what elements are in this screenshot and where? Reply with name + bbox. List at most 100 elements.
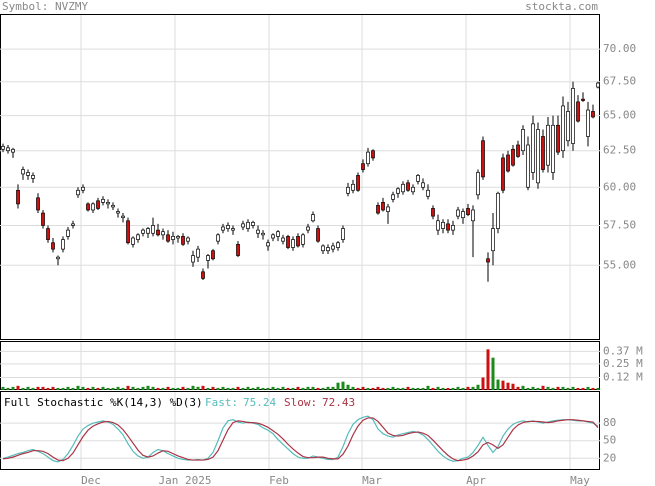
candle-body bbox=[346, 186, 350, 194]
volume-bar bbox=[126, 385, 130, 390]
candle-body bbox=[231, 228, 235, 231]
volume-bar bbox=[231, 387, 235, 390]
volume-bar bbox=[251, 387, 255, 390]
candle-body bbox=[381, 202, 385, 211]
candle-body bbox=[496, 192, 500, 229]
y-tick-label: 57.50 bbox=[603, 218, 636, 231]
candle-body bbox=[361, 163, 365, 170]
candle-body bbox=[311, 214, 315, 222]
candle-body bbox=[266, 242, 270, 247]
volume-bar bbox=[46, 387, 50, 390]
volume-bar bbox=[61, 387, 65, 390]
candle-body bbox=[471, 209, 475, 222]
candle-body bbox=[106, 202, 110, 205]
candle-body bbox=[426, 189, 430, 197]
volume-bar bbox=[576, 387, 580, 390]
volume-bar bbox=[156, 387, 160, 390]
volume-bar bbox=[41, 386, 45, 390]
volume-bar bbox=[336, 382, 340, 390]
volume-bar bbox=[316, 387, 320, 390]
candle-body bbox=[501, 157, 505, 191]
candle-body bbox=[306, 226, 310, 231]
candle-body bbox=[506, 154, 510, 172]
volume-bar bbox=[141, 386, 145, 390]
volume-bar bbox=[21, 387, 25, 390]
candle-body bbox=[446, 223, 450, 231]
candle-body bbox=[416, 175, 420, 182]
volume-bar bbox=[531, 386, 535, 390]
candle-body bbox=[376, 205, 380, 214]
volume-bar bbox=[86, 387, 90, 390]
candle-body bbox=[141, 229, 145, 234]
candle-body bbox=[56, 256, 60, 260]
volume-bar bbox=[556, 386, 560, 390]
candle-body bbox=[36, 197, 40, 211]
volume-bar bbox=[11, 386, 15, 390]
volume-bar bbox=[331, 386, 335, 390]
y-tick-label: 62.50 bbox=[603, 144, 636, 157]
volume-bar bbox=[476, 384, 480, 390]
volume-bar bbox=[301, 387, 305, 390]
candle-body bbox=[526, 144, 530, 188]
volume-bar bbox=[371, 387, 375, 390]
candle-body bbox=[401, 183, 405, 193]
legend-name: Fast: bbox=[205, 396, 238, 409]
candle-body bbox=[246, 221, 250, 229]
volume-bar bbox=[471, 386, 475, 390]
volume-bar bbox=[416, 387, 420, 390]
candle-body bbox=[271, 234, 275, 239]
candle-body bbox=[96, 200, 100, 209]
symbol: Symbol: NVZMY bbox=[2, 0, 88, 13]
volume-bar bbox=[526, 387, 530, 390]
volume-bar bbox=[551, 387, 555, 390]
legend-value: 75.24 bbox=[243, 396, 276, 409]
volume-bar bbox=[1, 386, 5, 390]
volume-bar bbox=[511, 383, 515, 390]
volume-bar bbox=[266, 387, 270, 390]
site: stockta.com bbox=[525, 0, 598, 13]
volume-bar bbox=[206, 387, 210, 390]
volume-bar bbox=[106, 387, 110, 390]
volume-bar bbox=[111, 387, 115, 390]
candle-body bbox=[51, 242, 55, 250]
volume-bar bbox=[421, 387, 425, 390]
candle-body bbox=[196, 248, 200, 258]
candle-body bbox=[341, 228, 345, 240]
volume-bar bbox=[451, 387, 455, 390]
candle-body bbox=[46, 228, 50, 240]
y-tick-label: 65.00 bbox=[603, 109, 636, 122]
volume-bar bbox=[536, 387, 540, 390]
candle-body bbox=[536, 129, 540, 184]
volume-bar bbox=[296, 386, 300, 390]
volume-bar bbox=[366, 387, 370, 390]
volume-bar bbox=[71, 387, 75, 390]
panel-frame bbox=[0, 14, 600, 340]
y-tick-label: 55.00 bbox=[603, 258, 636, 271]
x-tick-label: Apr bbox=[466, 474, 486, 486]
candle-body bbox=[146, 228, 150, 234]
candle-body bbox=[451, 225, 455, 231]
stochastic-title: Full Stochastic %K(14,3) %D(3) bbox=[4, 396, 203, 409]
volume-bar bbox=[386, 387, 390, 390]
volume-bar bbox=[51, 386, 55, 390]
volume-bar bbox=[271, 386, 275, 390]
volume-bar bbox=[116, 386, 120, 390]
candle-body bbox=[591, 111, 595, 118]
volume-bar bbox=[26, 386, 30, 390]
volume-bar bbox=[181, 386, 185, 390]
y-tick-label: 0.25 M bbox=[603, 357, 643, 370]
volume-bar bbox=[381, 387, 385, 390]
candle-body bbox=[356, 175, 360, 191]
candle-body bbox=[261, 232, 265, 236]
volume-bar bbox=[431, 387, 435, 390]
volume-bar bbox=[321, 387, 325, 390]
volume-bar bbox=[396, 387, 400, 390]
legend-value: 72.43 bbox=[322, 396, 355, 409]
y-tick-label: 0.12 M bbox=[603, 370, 643, 383]
candle-body bbox=[166, 234, 170, 242]
candle-body bbox=[81, 186, 85, 191]
volume-bar bbox=[456, 386, 460, 390]
candle-body bbox=[116, 211, 120, 214]
volume-bar bbox=[276, 387, 280, 390]
candle-body bbox=[441, 221, 445, 229]
